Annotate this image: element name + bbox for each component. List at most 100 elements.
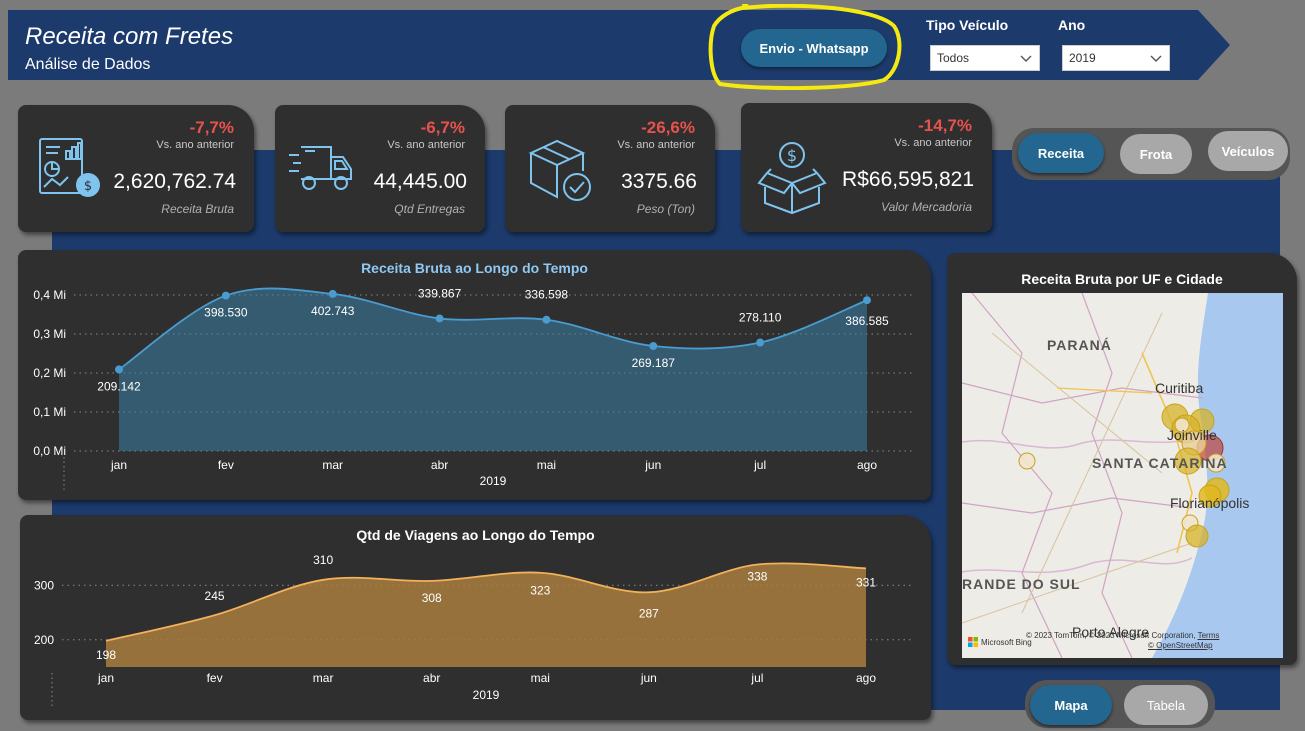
kpi-label: Qtd Entregas — [394, 202, 465, 216]
data-label: 336.598 — [525, 288, 569, 302]
x-tick-label: jun — [640, 671, 657, 685]
osm-link[interactable]: © OpenStreetMap — [1148, 641, 1213, 650]
trips-line-chart: 200 300 198 jan 245 fev 310 mar 308 abr 323 mai 287 j… — [34, 553, 913, 709]
svg-text:$: $ — [787, 146, 797, 165]
x-tick-label: fev — [207, 671, 223, 685]
nav-button-veiculos[interactable]: Veículos — [1208, 131, 1288, 171]
data-label: 331 — [856, 575, 876, 589]
kpi-label: Peso (Ton) — [636, 202, 695, 216]
data-label: 310 — [313, 553, 333, 567]
data-label: 338 — [747, 570, 767, 584]
kpi-card-valor-mercadoria: $ -14,7% Vs. ano anterior R$66,595,821 V… — [741, 103, 992, 232]
data-label: 308 — [422, 591, 442, 605]
y-tick-label: 0,2 Mi — [33, 366, 66, 380]
vehicle-type-value: Todos — [937, 51, 970, 65]
kpi-value: 3375.66 — [621, 170, 697, 193]
trips-chart-card: Qtd de Viagens ao Longo do Tempo 200 300 1… — [20, 515, 931, 720]
data-label: 402.743 — [311, 304, 355, 318]
data-point — [221, 291, 230, 300]
whatsapp-send-button[interactable]: Envio - Whatsapp — [741, 29, 887, 67]
year-select[interactable]: 2019 — [1062, 45, 1170, 71]
data-point — [115, 365, 123, 374]
money-box-icon: $ — [757, 142, 827, 215]
x-tick-label: mar — [322, 458, 343, 472]
map-label-porto-alegre: Porto Alegre — [1072, 624, 1149, 640]
x-tick-label: ago — [856, 671, 876, 685]
x-tick-label: abr — [423, 671, 440, 685]
kpi-label: Valor Mercadoria — [881, 200, 972, 214]
annotation-highlight-ring — [708, 4, 902, 90]
year-label: Ano — [1058, 17, 1086, 33]
bing-logo: Microsoft Bing — [968, 637, 1032, 647]
kpi-value: 44,445.00 — [373, 170, 467, 193]
x-tick-label: mai — [531, 671, 550, 685]
data-label: 398.530 — [204, 306, 248, 320]
x-tick-label: jun — [644, 458, 661, 472]
x-tick-label: jan — [97, 671, 114, 685]
nav-button-frota[interactable]: Frota — [1120, 134, 1192, 174]
data-label: 198 — [96, 648, 116, 662]
data-point — [328, 289, 337, 298]
data-label: 245 — [205, 589, 225, 603]
kpi-card-peso: -26,6% Vs. ano anterior 3375.66 Peso (To… — [505, 105, 715, 232]
revenue-line-chart: 0,0 Mi 0,1 Mi 0,2 Mi 0,3 Mi 0,4 Mi 209.142 jan… — [33, 286, 913, 493]
data-label: 269.187 — [632, 356, 676, 370]
kpi-vs: Vs. ano anterior — [387, 139, 465, 151]
app-subtitle: Análise de Dados — [25, 56, 151, 73]
box-check-icon — [528, 139, 591, 201]
map-base: PARANÁ Curitiba Joinville SANTA CATARINA… — [962, 293, 1283, 658]
vehicle-type-select[interactable]: Todos — [930, 45, 1040, 71]
x-tick-label: jul — [750, 671, 763, 685]
y-tick-label: 0,4 Mi — [33, 288, 66, 302]
chevron-down-icon — [1020, 55, 1032, 62]
view-button-mapa[interactable]: Mapa — [1030, 685, 1112, 725]
x-tick-label: jul — [753, 458, 766, 472]
x-tick-label: abr — [431, 458, 448, 472]
kpi-pct: -6,7% — [420, 118, 465, 137]
area-fill — [106, 563, 866, 667]
view-button-tabela[interactable]: Tabela — [1124, 685, 1208, 725]
series-line — [105, 562, 867, 642]
x-tick-label: fev — [218, 458, 234, 472]
area-fill — [119, 288, 867, 451]
x-tick-label: mai — [537, 458, 556, 472]
map-label-joinville: Joinville — [1167, 427, 1217, 443]
data-point — [756, 338, 765, 347]
chart-title: Receita Bruta ao Longo do Tempo — [361, 260, 588, 276]
delivery-truck-icon — [289, 146, 352, 190]
header-shape — [8, 10, 1230, 80]
kpi-pct: -26,6% — [641, 118, 695, 137]
map-title: Receita Bruta por UF e Cidade — [1021, 271, 1223, 287]
data-label: 386.585 — [845, 314, 889, 328]
kpi-label: Receita Bruta — [161, 202, 234, 216]
kpi-card-qtd-entregas: -6,7% Vs. ano anterior 44,445.00 Qtd Ent… — [275, 105, 485, 232]
data-label: 209.142 — [97, 379, 141, 393]
terms-link[interactable]: Terms — [1197, 631, 1220, 640]
year-value: 2019 — [1069, 51, 1096, 65]
nav-button-receita[interactable]: Receita — [1018, 133, 1104, 173]
kpi-vs: Vs. ano anterior — [156, 139, 234, 151]
y-tick-label: 300 — [34, 578, 54, 592]
header-banner: Receita com Fretes Análise de Dados — [8, 10, 1230, 80]
app-title: Receita com Fretes — [25, 23, 234, 50]
map-canvas[interactable]: PARANÁ Curitiba Joinville SANTA CATARINA… — [962, 293, 1283, 658]
map-label-parana: PARANÁ — [1047, 337, 1112, 353]
kpi-card-receita-bruta: $ -7,7% Vs. ano anterior 2,620,762.74 Re… — [18, 105, 254, 232]
map-bubbles — [1018, 403, 1230, 548]
map-label-rio-grande-do-sul: RANDE DO SUL — [962, 576, 1081, 592]
y-tick-label: 0,3 Mi — [33, 327, 66, 341]
bing-text: Microsoft Bing — [981, 637, 1032, 647]
data-label: 323 — [530, 584, 550, 598]
data-label: 339.867 — [418, 286, 462, 300]
data-point — [863, 296, 871, 305]
y-tick-label: 200 — [34, 633, 54, 647]
x-tick-label: ago — [857, 458, 877, 472]
y-tick-label: 0,1 Mi — [33, 405, 66, 419]
microsoft-logo-icon — [968, 637, 978, 647]
kpi-pct: -7,7% — [189, 118, 234, 137]
x-axis-title: 2019 — [473, 688, 500, 702]
chart-title: Qtd de Viagens ao Longo do Tempo — [356, 527, 595, 543]
data-label: 278.110 — [739, 311, 782, 325]
svg-text:$: $ — [84, 179, 92, 194]
map-attribution: © 2023 TomTom, © 2023 Microsoft Corporat… — [1026, 631, 1219, 640]
